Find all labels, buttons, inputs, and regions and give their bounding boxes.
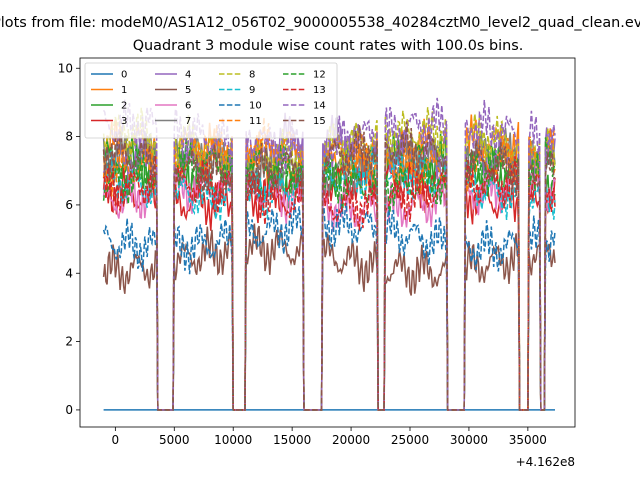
y-axis: 0 2 4 6 8 10	[58, 61, 80, 417]
x-tick-label: 30000	[450, 433, 488, 447]
x-tick-label: 15000	[273, 433, 311, 447]
legend-label: 1	[121, 85, 127, 96]
series-line-10	[102, 196, 556, 411]
legend-label: 3	[121, 116, 127, 127]
figure-suptitle: Plots from file: modeM0/AS1A12_056T02_90…	[0, 15, 640, 31]
y-tick-label: 6	[65, 198, 73, 212]
y-tick-label: 0	[65, 403, 73, 417]
legend-label: 14	[313, 101, 326, 112]
x-tick-label: 35000	[509, 433, 547, 447]
legend-label: 6	[185, 101, 191, 112]
y-tick-label: 2	[65, 335, 73, 349]
y-tick-label: 8	[65, 130, 73, 144]
series-line-9	[103, 146, 556, 411]
series-line-5	[102, 223, 556, 411]
series-line-15	[102, 121, 556, 411]
legend-label: 7	[185, 116, 191, 127]
legend-label: 11	[249, 116, 262, 127]
legend-label: 10	[249, 101, 262, 112]
legend-label: 2	[121, 101, 127, 112]
legend-label: 13	[313, 85, 326, 96]
series-layer	[102, 97, 556, 411]
x-tick-label: 0	[112, 433, 120, 447]
legend-label: 9	[249, 85, 255, 96]
y-tick-label: 10	[58, 61, 73, 75]
chart-title: Quadrant 3 module wise count rates with …	[133, 38, 524, 54]
series-line-12	[102, 136, 556, 411]
x-axis: 0 5000 10000 15000 20000 25000 30000 35000	[112, 427, 547, 447]
x-tick-label: 10000	[214, 433, 252, 447]
x-tick-label: 20000	[332, 433, 370, 447]
legend-label: 5	[185, 85, 191, 96]
legend-label: 0	[121, 70, 127, 81]
legend-label: 12	[313, 70, 326, 81]
legend-box	[84, 62, 338, 139]
plot-frame	[79, 57, 576, 428]
x-tick-label: 25000	[391, 433, 429, 447]
legend-label: 15	[313, 116, 326, 127]
series-line-13	[102, 155, 556, 411]
y-tick-label: 4	[65, 266, 73, 280]
legend-label: 8	[249, 70, 255, 81]
x-tick-label: 5000	[159, 433, 190, 447]
legend-label: 4	[185, 70, 191, 81]
x-offset-label: +4.162e8	[516, 455, 575, 469]
